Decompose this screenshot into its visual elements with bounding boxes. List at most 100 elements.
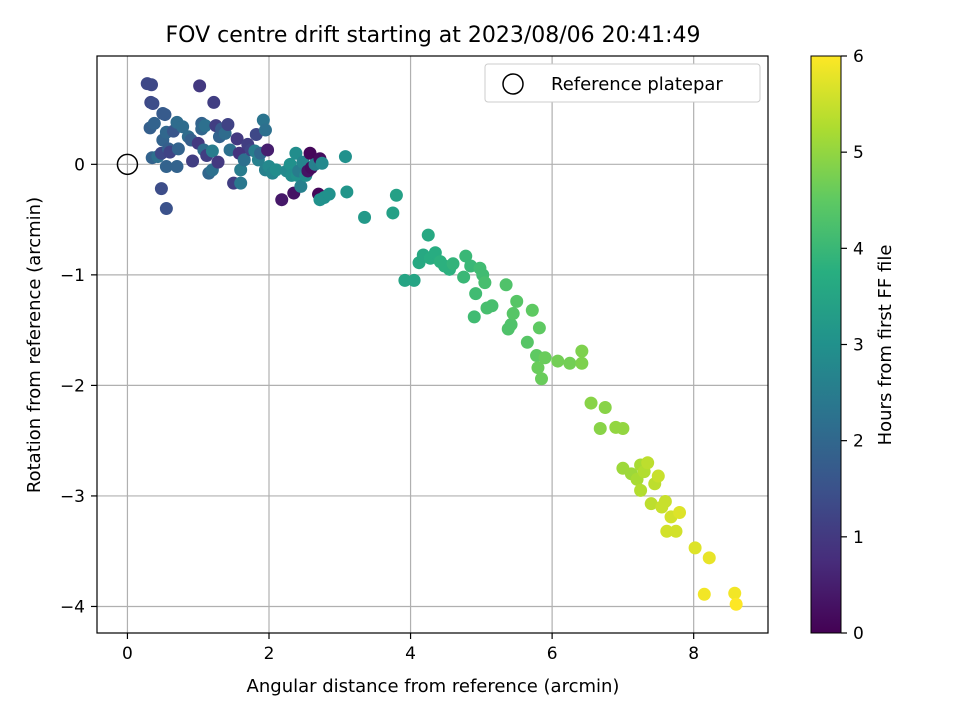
data-point xyxy=(140,77,154,91)
data-point xyxy=(322,187,336,201)
plot-frame xyxy=(96,55,769,634)
data-point xyxy=(156,106,170,120)
data-point xyxy=(616,422,630,436)
data-point xyxy=(641,456,655,470)
x-tick-label: 0 xyxy=(122,644,133,664)
data-point xyxy=(531,361,545,375)
data-point xyxy=(688,541,702,555)
data-point xyxy=(658,494,672,508)
y-tick-label: −3 xyxy=(60,487,85,507)
data-point xyxy=(159,202,173,216)
data-point xyxy=(261,143,275,157)
data-point xyxy=(459,249,473,263)
data-point xyxy=(230,132,244,146)
legend-marker xyxy=(502,73,524,95)
data-point xyxy=(269,163,283,177)
legend: Reference platepar xyxy=(484,63,761,103)
data-point xyxy=(575,344,589,358)
colorbar: 0 1 2 3 4 5 6 Hours from first FF file xyxy=(810,47,896,644)
y-ticks: 0 −1 −2 −3 −4 xyxy=(60,155,97,617)
data-point xyxy=(221,118,235,132)
x-ticks: 0 2 4 6 8 xyxy=(122,633,699,664)
data-point xyxy=(506,307,520,321)
data-point xyxy=(702,551,716,565)
data-point xyxy=(234,176,248,190)
legend-label: Reference platepar xyxy=(551,74,723,95)
data-point xyxy=(457,270,471,284)
data-point xyxy=(211,155,225,169)
data-point xyxy=(525,303,539,317)
data-point xyxy=(421,228,435,242)
data-point xyxy=(193,79,207,93)
data-point xyxy=(563,356,577,370)
data-point xyxy=(294,179,308,193)
colorbar-tick-label: 2 xyxy=(853,432,864,452)
data-point xyxy=(499,278,513,292)
x-tick-label: 8 xyxy=(688,644,699,664)
y-tick-label: −1 xyxy=(60,266,85,286)
data-point xyxy=(728,586,742,600)
data-point xyxy=(256,113,270,127)
colorbar-tick-label: 1 xyxy=(853,528,864,548)
data-point xyxy=(673,506,687,520)
data-point xyxy=(575,356,589,370)
colorbar-tick-label: 4 xyxy=(853,239,864,259)
data-point xyxy=(386,206,400,220)
x-axis-label: Angular distance from reference (arcmin) xyxy=(247,676,620,697)
data-point xyxy=(170,160,184,174)
data-point xyxy=(237,153,251,167)
colorbar-tick-label: 3 xyxy=(853,336,864,356)
legend-box xyxy=(484,63,761,103)
data-point xyxy=(651,469,665,483)
y-tick-label: 0 xyxy=(74,155,85,175)
y-axis-label: Rotation from reference (arcmin) xyxy=(24,197,45,493)
data-point xyxy=(669,524,683,538)
data-points xyxy=(140,77,743,611)
data-point xyxy=(535,372,549,386)
data-point xyxy=(510,294,524,308)
data-point xyxy=(338,150,352,164)
data-point xyxy=(146,97,160,111)
data-point xyxy=(634,483,648,497)
data-point xyxy=(697,587,711,601)
data-point xyxy=(504,318,518,332)
chart-title: FOV centre drift starting at 2023/08/06 … xyxy=(166,23,701,48)
colorbar-label: Hours from first FF file xyxy=(875,245,896,446)
data-point xyxy=(660,524,674,538)
data-point xyxy=(598,401,612,415)
data-point xyxy=(207,95,221,109)
data-point xyxy=(532,321,546,335)
y-tick-label: −2 xyxy=(60,376,85,396)
data-point xyxy=(154,182,168,196)
data-point xyxy=(205,144,219,158)
x-tick-label: 2 xyxy=(264,644,275,664)
data-point xyxy=(398,273,412,287)
data-point xyxy=(407,273,421,287)
data-point xyxy=(234,163,248,177)
data-point xyxy=(303,146,317,160)
data-point xyxy=(358,210,372,224)
data-point xyxy=(584,396,598,410)
data-point xyxy=(469,287,483,301)
data-point xyxy=(485,299,499,313)
data-point xyxy=(478,276,492,290)
data-point xyxy=(340,185,354,199)
x-tick-label: 4 xyxy=(405,644,416,664)
data-point xyxy=(171,142,185,156)
colorbar-tick-label: 0 xyxy=(853,624,864,644)
data-point xyxy=(389,188,403,202)
data-point xyxy=(520,335,534,349)
data-point xyxy=(176,120,190,134)
data-point xyxy=(289,146,303,160)
data-point xyxy=(467,310,481,324)
data-point xyxy=(198,119,212,133)
x-tick-label: 6 xyxy=(547,644,558,664)
data-point xyxy=(551,354,565,368)
colorbar-ticks: 0 1 2 3 4 5 6 xyxy=(841,47,864,644)
data-point xyxy=(729,597,743,611)
data-point xyxy=(186,154,200,168)
data-point xyxy=(446,257,460,271)
data-point xyxy=(644,497,658,511)
y-tick-label: −4 xyxy=(60,597,85,617)
